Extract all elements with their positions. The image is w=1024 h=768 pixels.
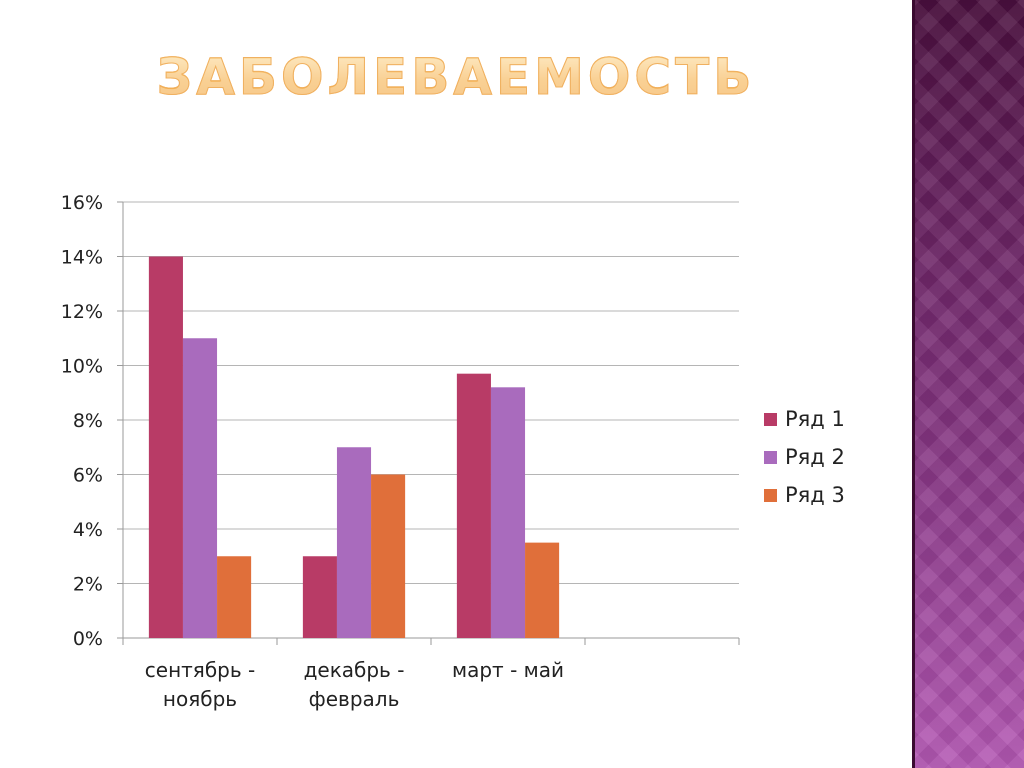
decorative-side-panel bbox=[912, 0, 1024, 768]
legend-item: Ряд 1 bbox=[764, 400, 904, 438]
x-category-label: декабрь - февраль bbox=[303, 658, 405, 711]
y-tick-label: 16% bbox=[61, 192, 103, 214]
bar bbox=[148, 256, 183, 638]
bar bbox=[456, 373, 491, 638]
legend-item: Ряд 2 bbox=[764, 438, 904, 476]
bar bbox=[371, 474, 406, 638]
slide-title: ЗАБОЛЕВАЕМОСТЬ bbox=[0, 48, 912, 107]
y-tick-label: 12% bbox=[61, 301, 103, 323]
bar bbox=[525, 542, 560, 638]
legend-label: Ряд 3 bbox=[785, 483, 845, 507]
x-category-label: март - май bbox=[452, 658, 564, 682]
legend-item: Ряд 3 bbox=[764, 476, 904, 514]
x-category-label: сентябрь - ноябрь bbox=[144, 658, 256, 711]
legend-swatch bbox=[764, 450, 777, 464]
y-tick-label: 4% bbox=[73, 519, 103, 541]
bar bbox=[490, 387, 526, 638]
legend-swatch bbox=[764, 412, 777, 426]
y-tick-label: 6% bbox=[73, 465, 103, 487]
bar bbox=[182, 338, 218, 638]
bar bbox=[217, 556, 252, 638]
bar bbox=[336, 447, 372, 638]
legend-label: Ряд 1 bbox=[785, 407, 845, 431]
y-tick-label: 10% bbox=[61, 356, 103, 378]
y-tick-label: 14% bbox=[61, 247, 103, 269]
legend-swatch bbox=[764, 488, 777, 502]
y-tick-label: 8% bbox=[73, 410, 103, 432]
y-tick-label: 0% bbox=[73, 628, 103, 650]
legend-label: Ряд 2 bbox=[785, 445, 845, 469]
bar-chart: 0% 2% 4% 6% 8% 10% 12% 14% 16% bbox=[61, 192, 740, 650]
chart-legend: Ряд 1 Ряд 2 Ряд 3 bbox=[764, 400, 904, 514]
bar bbox=[302, 556, 337, 638]
y-tick-label: 2% bbox=[73, 574, 103, 596]
